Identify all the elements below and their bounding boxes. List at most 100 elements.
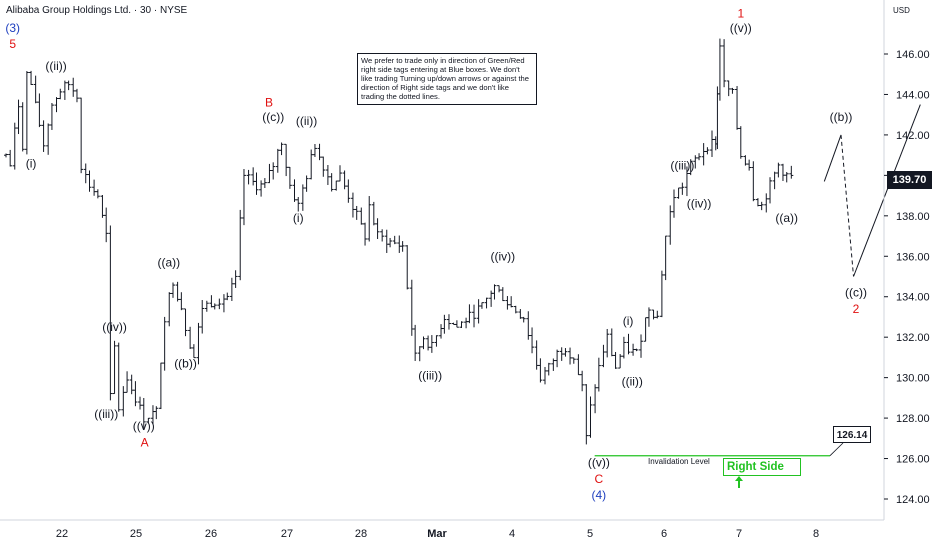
ohlc-bar [54,97,59,113]
symbol-title[interactable]: Alibaba Group Holdings Ltd. · 30 · NYSE [6,5,188,16]
x-tick-label: 5 [587,528,593,540]
ohlc-bar [605,328,610,358]
ohlc-bar [722,39,727,88]
ohlc-bar [33,75,38,104]
wave-label: ((iv)) [490,249,515,263]
ohlc-bar [158,362,163,410]
ohlc-bar [651,309,656,320]
wave-label: ((ii)) [296,114,317,128]
ohlc-bar [334,180,339,191]
ohlc-bar [179,292,184,311]
x-tick-label: 28 [355,528,367,540]
ohlc-bar [521,316,526,323]
y-tick-label: 144.00 [896,89,930,101]
ohlc-bar [747,159,752,171]
wave-label: 2 [853,302,860,316]
ohlc-bar [363,222,368,246]
ohlc-bar [359,207,364,225]
ohlc-bar [639,334,644,358]
x-tick-label: 27 [281,528,293,540]
ohlc-bar [275,148,280,173]
ohlc-bar [584,384,589,445]
wave-label: (i) [623,314,634,328]
ohlc-bar [563,348,568,357]
ohlc-bar [321,156,326,177]
y-tick-label: 138.00 [896,211,930,223]
ohlc-bar [346,179,351,203]
ohlc-bar [743,155,748,166]
ohlc-bar [476,299,481,324]
x-tick-label: 4 [509,528,515,540]
ohlc-bar [621,336,626,359]
y-tick-label: 124.00 [896,494,930,506]
projection-line-dashed [840,134,855,277]
ohlc-bar [108,225,113,401]
ohlc-bar [104,207,109,243]
x-tick-label: 22 [56,528,68,540]
ohlc-bar [312,144,317,157]
ohlc-bar [317,143,322,161]
ohlc-bar [676,187,681,199]
y-tick-label: 130.00 [896,373,930,385]
ohlc-bar [141,398,146,431]
ohlc-bar [24,71,29,155]
right-side-tag: Right Side [723,458,801,488]
ohlc-bar [693,155,698,169]
ohlc-bar [162,316,167,371]
x-tick-label: 25 [130,528,142,540]
ohlc-bar [780,163,785,181]
ohlc-bar [29,70,34,85]
ohlc-bar [342,170,347,190]
ohlc-bar [296,197,301,212]
ohlc-bar [571,357,576,364]
ohlc-bar [309,149,314,180]
ohlc-bar [643,317,648,342]
ohlc-bar [41,120,46,152]
y-tick-label: 132.00 [896,332,930,344]
ohlc-bar [241,168,246,226]
y-tick-label: 128.00 [896,413,930,425]
ohlc-bar [697,153,702,161]
invalidation-label: Invalidation Level [648,457,710,466]
ohlc-bar [497,285,502,293]
ohlc-bar [100,195,105,218]
ohlc-bar [284,143,289,177]
ohlc-bar [87,170,92,192]
ohlc-bar [246,169,251,185]
ohlc-bar [138,396,143,410]
ohlc-bar [538,358,543,383]
ohlc-bar [384,229,389,253]
ohlc-bar [776,162,781,178]
ohlc-bar [233,270,238,288]
ohlc-bar [688,159,693,176]
wave-label: ((iii)) [670,158,694,172]
ohlc-bar [287,166,292,189]
ohlc-bar [705,147,710,155]
ohlc-bar [626,333,631,355]
ohlc-bar [225,292,230,301]
ohlc-bar [188,326,193,349]
ohlc-bar [709,130,714,157]
ohlc-bar [442,314,447,334]
ohlc-bar [446,314,451,330]
ohlc-bar [755,198,760,207]
ohlc-bar [20,102,25,152]
ohlc-bar [259,180,264,197]
x-tick-label: 6 [661,528,667,540]
wave-label: B [265,96,273,110]
ohlc-bar [279,142,284,156]
ohlc-bar [751,161,756,202]
ohlc-bar [726,80,731,97]
ohlc-bar [397,235,402,253]
ohlc-bar [354,205,359,220]
ohlc-bar [116,342,121,412]
ohlc-bar [559,347,564,361]
ohlc-bar [121,386,126,417]
ohlc-bar [417,346,422,362]
wave-label: (3) [5,21,20,35]
wave-label: ((v)) [730,21,752,35]
ohlc-bar [49,103,54,130]
ohlc-bar [500,287,505,302]
wave-label: ((c)) [845,286,867,300]
